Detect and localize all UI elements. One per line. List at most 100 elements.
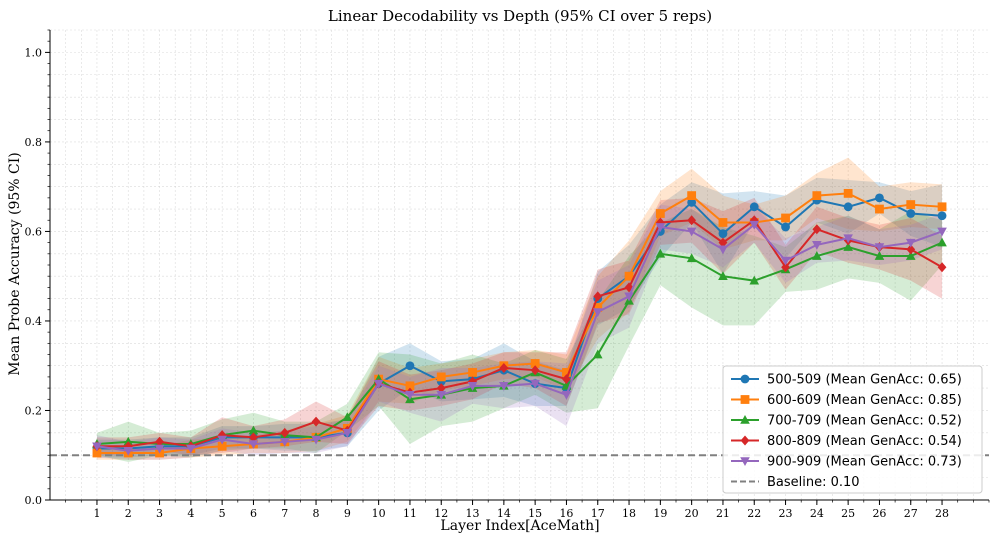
x-tick-label: 8 [313, 507, 320, 520]
data-point [155, 436, 164, 447]
data-point [686, 227, 697, 237]
x-tick-label: 1 [93, 507, 100, 520]
data-point [342, 412, 353, 421]
data-point [718, 237, 728, 248]
legend-label: 700-709 (Mean GenAcc: 0.52) [767, 414, 962, 429]
x-tick-label: 12 [434, 507, 448, 520]
data-point [655, 209, 665, 218]
ci-band-series-2 [96, 157, 943, 460]
x-tick-label: 4 [187, 507, 194, 520]
x-tick-label: 23 [779, 507, 793, 520]
data-point [92, 442, 102, 452]
x-tick-label: 24 [810, 507, 824, 520]
x-tick-label: 2 [125, 507, 132, 520]
data-point [280, 427, 290, 438]
data-point [874, 243, 885, 253]
x-tick-label: 9 [344, 507, 351, 520]
data-point [530, 379, 540, 389]
data-point [530, 365, 540, 376]
data-point [249, 432, 258, 443]
data-point [937, 202, 947, 212]
x-tick-label: 15 [528, 507, 542, 520]
data-point [906, 209, 916, 218]
series-line [96, 196, 943, 450]
x-tick-label: 11 [403, 507, 417, 520]
data-point [592, 349, 603, 359]
data-point [592, 308, 603, 317]
axes: 0.00.20.40.60.81.01 2 3 4 5 6 7 8 9 10 11 12 13 14 15 1… [25, 29, 990, 520]
data-point [123, 446, 134, 456]
x-tick-label: 26 [872, 507, 886, 520]
x-tick-label: 13 [466, 507, 480, 520]
data-point [561, 391, 572, 400]
data-point [812, 191, 822, 201]
data-point [874, 251, 885, 260]
data-point [342, 429, 353, 438]
y-tick-label: 0.4 [25, 315, 43, 328]
legend-marker [740, 374, 750, 384]
data-point [686, 253, 697, 263]
data-point [217, 435, 227, 445]
legend-entry-2: 600-609 (Mean GenAcc: 0.85) [731, 393, 962, 408]
ci-bands [96, 157, 943, 462]
data-point [624, 271, 634, 281]
data-point [843, 202, 853, 212]
data-point [905, 238, 916, 248]
data-point [279, 438, 290, 447]
data-point [186, 444, 196, 454]
x-tick-label: 10 [372, 507, 386, 520]
legend-label: Baseline: 0.10 [767, 475, 860, 490]
data-point [655, 248, 666, 258]
data-point [436, 391, 447, 400]
data-point [781, 262, 790, 273]
data-point [749, 275, 760, 285]
data-point [749, 202, 759, 212]
data-point [436, 372, 446, 382]
data-point [812, 251, 822, 260]
y-axis-title: Mean Probe Accuracy (95% CI) [7, 152, 23, 375]
data-point [248, 440, 259, 450]
series-line [96, 218, 943, 448]
legend-label: 600-609 (Mean GenAcc: 0.85) [767, 393, 962, 408]
data-point [812, 241, 822, 250]
data-point [530, 359, 540, 368]
ci-band-series-1 [96, 177, 943, 458]
data-point [781, 222, 790, 232]
data-point [311, 435, 321, 445]
series-lines [92, 188, 947, 458]
data-point [906, 200, 916, 209]
data-point [875, 193, 884, 203]
grid [50, 29, 989, 501]
y-tick-label: 0.8 [25, 136, 43, 149]
ci-band-series-4 [96, 197, 943, 456]
y-tick-label: 0.2 [25, 404, 43, 417]
data-point [875, 204, 884, 214]
data-point [718, 229, 728, 239]
data-point [780, 256, 791, 266]
legend-entry-3: 700-709 (Mean GenAcc: 0.52) [731, 414, 962, 429]
data-point [843, 188, 853, 198]
data-point [468, 368, 477, 377]
legend-entry-5: 900-909 (Mean GenAcc: 0.73) [731, 455, 962, 470]
legend-label: 800-809 (Mean GenAcc: 0.54) [767, 434, 962, 449]
data-point [562, 368, 571, 377]
y-tick-label: 0.0 [25, 494, 43, 507]
data-point [781, 213, 790, 223]
x-tick-label: 27 [904, 507, 918, 520]
data-point [624, 292, 634, 302]
ci-band-series-3 [96, 209, 943, 462]
x-tick-label: 14 [497, 507, 511, 520]
data-point [311, 416, 321, 427]
data-point [718, 218, 728, 227]
data-point [373, 379, 384, 389]
data-point [937, 262, 947, 273]
legend-marker [740, 415, 750, 424]
data-point [92, 448, 102, 458]
data-point [843, 234, 853, 244]
data-point [405, 391, 415, 400]
legend-entry-1: 500-509 (Mean GenAcc: 0.65) [731, 373, 962, 388]
data-point [937, 211, 947, 221]
series-line [96, 241, 943, 446]
x-tick-label: 5 [219, 507, 226, 520]
